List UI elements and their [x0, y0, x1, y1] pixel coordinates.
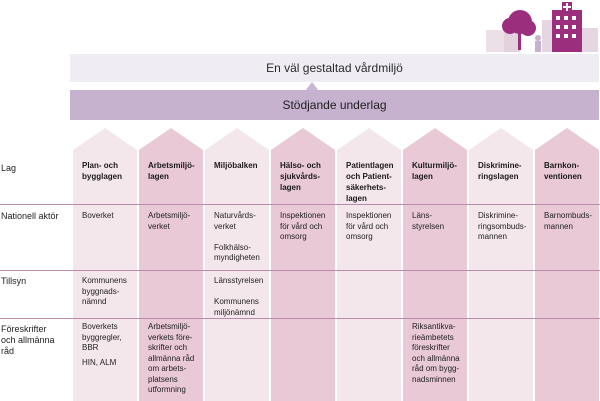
regulation-item: Arbetsmiljö- verkets före- skrifter och …: [148, 322, 195, 394]
regulations-cell: Riksantikva- rieämbetets föreskrifter oc…: [412, 322, 464, 389]
law-title: Diskrimine- ringslagen: [478, 161, 522, 181]
law-column-shape: [271, 128, 335, 401]
law-column: Patientlagen och Patient- säkerhets- lag…: [337, 128, 401, 401]
law-column: Miljöbalken Naturvårds- verket Folkhälso-…: [205, 128, 269, 401]
goal-banner: En väl gestaltad vårdmiljö: [70, 54, 599, 82]
goal-banner-label: En väl gestaltad vårdmiljö: [266, 61, 403, 75]
regulation-item: Boverkets byggregler, BBR: [82, 322, 122, 352]
national-actor-cell: Barnombuds- mannen: [544, 211, 593, 231]
support-banner: Stödjande underlag: [70, 90, 599, 120]
law-column-arrow: [139, 128, 203, 401]
law-column-shape: [535, 128, 599, 401]
regulations-cell: [280, 322, 332, 326]
law-column-shape: [469, 128, 533, 401]
regulations-cell: [214, 322, 266, 326]
supervision-cell: Kommunens byggnads- nämnd: [82, 276, 127, 306]
law-column-shape: [73, 128, 137, 401]
law-column-shape: [403, 128, 467, 401]
hospital-illustration: [486, 2, 598, 52]
arrow-up-icon: [305, 82, 319, 91]
law-column-shape: [205, 128, 269, 401]
law-title: Barnkon- ventionen: [544, 161, 582, 181]
regulation-item: Riksantikva- rieämbetets föreskrifter oc…: [412, 322, 460, 384]
law-title: Kulturmiljö- lagen: [412, 161, 457, 181]
regulations-cell: Arbetsmiljö- verkets före- skrifter och …: [148, 322, 200, 400]
law-column: Kulturmiljö- lagen Läns- styrelsen Riksant…: [403, 128, 467, 401]
row-label-lag: Lag: [1, 163, 17, 173]
law-column-arrow: [73, 128, 137, 401]
supervision-cell: Länsstyrelsen Kommunens miljönämnd: [214, 276, 264, 317]
row-label-nationell-aktor: Nationell aktör: [1, 211, 59, 221]
law-title: Patientlagen och Patient- säkerhets- lag…: [346, 161, 394, 203]
law-column-arrow: [337, 128, 401, 401]
law-column-arrow: [271, 128, 335, 401]
row-divider: [0, 204, 600, 205]
national-actor-cell: Naturvårds- verket Folkhälso- myndighete…: [214, 211, 260, 262]
row-divider: [0, 270, 600, 271]
national-actor-cell: Diskrimine- ringsombuds- mannen: [478, 211, 527, 241]
regulations-cell: [478, 322, 530, 326]
row-divider: [0, 318, 600, 319]
regulation-item: HIN, ALM: [82, 357, 117, 367]
law-column: Hälso- och sjukvårds- lagen Inspektionen …: [271, 128, 335, 401]
law-column: Plan- och bygglagen Boverket Kommunens byg…: [73, 128, 137, 401]
row-label-tillsyn: Tillsyn: [1, 276, 27, 286]
law-title: Arbetsmiljö- lagen: [148, 161, 195, 181]
law-column-arrow: [469, 128, 533, 401]
row-label-foreskrifter: Föreskrifter och allmänna råd: [1, 324, 55, 356]
law-column-arrow: [403, 128, 467, 401]
national-actor-cell: Läns- styrelsen: [412, 211, 445, 231]
law-column-shape: [139, 128, 203, 401]
law-column-shape: [337, 128, 401, 401]
law-column-arrow: [535, 128, 599, 401]
regulations-cell: [346, 322, 398, 326]
national-actor-cell: Inspektionen för vård och omsorg: [280, 211, 326, 241]
law-column-arrow: [205, 128, 269, 401]
law-column: Barnkon- ventionen Barnombuds- mannen: [535, 128, 599, 401]
law-column: Arbetsmiljö- lagen Arbetsmiljö- verket Arb…: [139, 128, 203, 401]
law-title: Miljöbalken: [214, 161, 258, 170]
national-actor-cell: Inspektionen för vård och omsorg: [346, 211, 392, 241]
regulations-cell: [544, 322, 596, 326]
regulations-cell: Boverkets byggregler, BBR HIN, ALM: [82, 322, 134, 372]
national-actor-cell: Arbetsmiljö- verket: [148, 211, 191, 231]
law-column: Diskrimine- ringslagen Diskrimine- ringso…: [469, 128, 533, 401]
national-actor-cell: Boverket: [82, 211, 114, 220]
support-banner-label: Stödjande underlag: [282, 98, 387, 112]
law-title: Hälso- och sjukvårds- lagen: [280, 161, 321, 192]
law-title: Plan- och bygglagen: [82, 161, 123, 181]
